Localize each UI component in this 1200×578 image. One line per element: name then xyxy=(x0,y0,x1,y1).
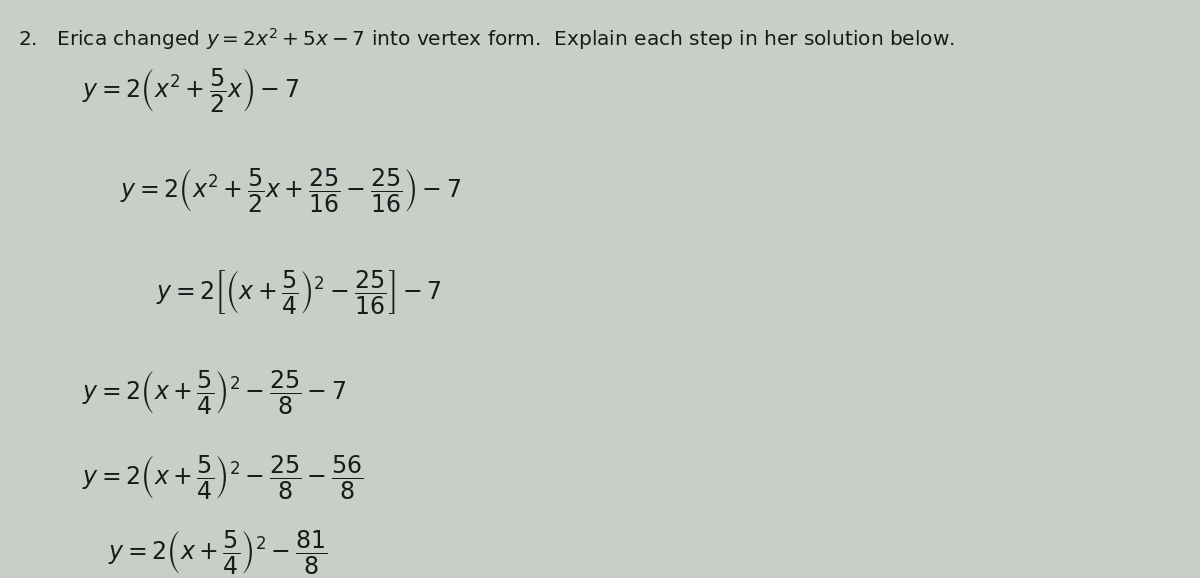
Text: $y = 2\left(x + \dfrac{5}{4}\right)^2 - \dfrac{25}{8} - \dfrac{56}{8}$: $y = 2\left(x + \dfrac{5}{4}\right)^2 - … xyxy=(82,453,362,501)
Text: 2.   Erica changed $y = 2x^2 + 5x - 7$ into vertex form.  Explain each step in h: 2. Erica changed $y = 2x^2 + 5x - 7$ int… xyxy=(18,26,955,52)
Text: $y = 2\left(x^2 + \dfrac{5}{2}x\right) - 7$: $y = 2\left(x^2 + \dfrac{5}{2}x\right) -… xyxy=(82,65,299,114)
Text: $y = 2\left(x + \dfrac{5}{4}\right)^2 - \dfrac{25}{8} - 7$: $y = 2\left(x + \dfrac{5}{4}\right)^2 - … xyxy=(82,368,346,416)
Text: $y = 2\left(x + \dfrac{5}{4}\right)^2 - \dfrac{81}{8}$: $y = 2\left(x + \dfrac{5}{4}\right)^2 - … xyxy=(108,528,328,576)
Text: $y = 2\left(x^2 + \dfrac{5}{2}x + \dfrac{25}{16} - \dfrac{25}{16}\right) - 7$: $y = 2\left(x^2 + \dfrac{5}{2}x + \dfrac… xyxy=(120,165,461,214)
Text: $y = 2\left[\left(x + \dfrac{5}{4}\right)^2 - \dfrac{25}{16}\right] - 7$: $y = 2\left[\left(x + \dfrac{5}{4}\right… xyxy=(156,268,442,316)
